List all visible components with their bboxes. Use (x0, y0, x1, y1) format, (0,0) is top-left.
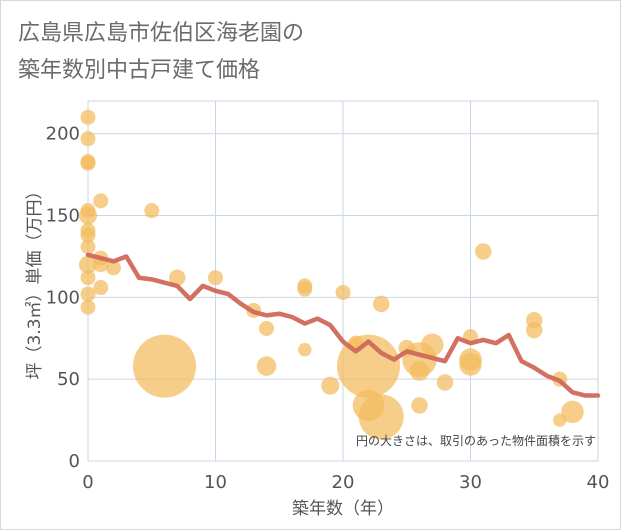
scatter-bubble (79, 255, 97, 274)
scatter-bubble (335, 284, 351, 300)
scatter-bubble (93, 280, 109, 296)
x-tick-label: 20 (332, 472, 355, 493)
scatter-bubble (421, 333, 444, 357)
scatter-bubble (358, 394, 404, 440)
y-tick-label: 50 (57, 369, 80, 390)
scatter-bubble (80, 155, 96, 171)
average-trend-line (85, 252, 601, 398)
y-tick-label: 100 (46, 287, 80, 308)
scatter-bubble (80, 270, 96, 286)
y-tick-label: 200 (46, 124, 80, 145)
x-tick-label: 40 (587, 472, 610, 493)
scatter-bubble (80, 131, 96, 147)
scatter-bubble (208, 270, 223, 286)
y-tick-label: 150 (46, 206, 80, 227)
y-tick-label: 0 (69, 451, 80, 472)
trend-line-layer (85, 252, 601, 398)
scatter-bubble (80, 239, 96, 255)
x-tick-label: 0 (82, 472, 93, 493)
scatter-bubble (409, 361, 430, 381)
scatter-bubble (144, 203, 160, 219)
x-tick-label: 10 (204, 472, 227, 493)
scatter-bubble (373, 295, 390, 313)
scatter-bubble (80, 109, 96, 125)
scatter-bubble (297, 281, 313, 297)
scatter-bubble (256, 356, 277, 376)
size-annotation: 円の大きさは、取引のあった物件面積を示す (356, 433, 596, 448)
scatter-bubble (321, 376, 340, 395)
x-axis-title: 築年数（年） (292, 499, 394, 519)
scatter-bubble (133, 334, 196, 398)
bubble-layer (79, 109, 584, 440)
scatter-bubble (526, 321, 543, 339)
scatter-bubble (106, 260, 121, 276)
scatter-bubble (436, 374, 454, 391)
tick-labels: 0 10 20 30 40 0 50 100 150 200 (46, 124, 610, 493)
x-tick-label: 30 (459, 472, 482, 493)
scatter-bubble (80, 286, 96, 302)
scatter-bubble (411, 397, 428, 414)
scatter-bubble (80, 299, 96, 315)
chart-title: 広島県広島市佐伯区海老園の 築年数別中古戸建て価格 (18, 21, 305, 83)
scatter-bubble (459, 353, 482, 376)
scatter-bubble (169, 269, 186, 286)
scatter-bubble (298, 342, 312, 357)
scatter-bubble (475, 243, 492, 260)
scatter-bubble (93, 193, 109, 209)
scatter-bubble (79, 206, 97, 225)
y-axis-title: 坪（3.3㎡）単価（万円） (25, 182, 45, 379)
scatter-bubble (80, 227, 96, 243)
scatter-bubble (259, 320, 274, 336)
scatter-bubble (561, 400, 584, 424)
